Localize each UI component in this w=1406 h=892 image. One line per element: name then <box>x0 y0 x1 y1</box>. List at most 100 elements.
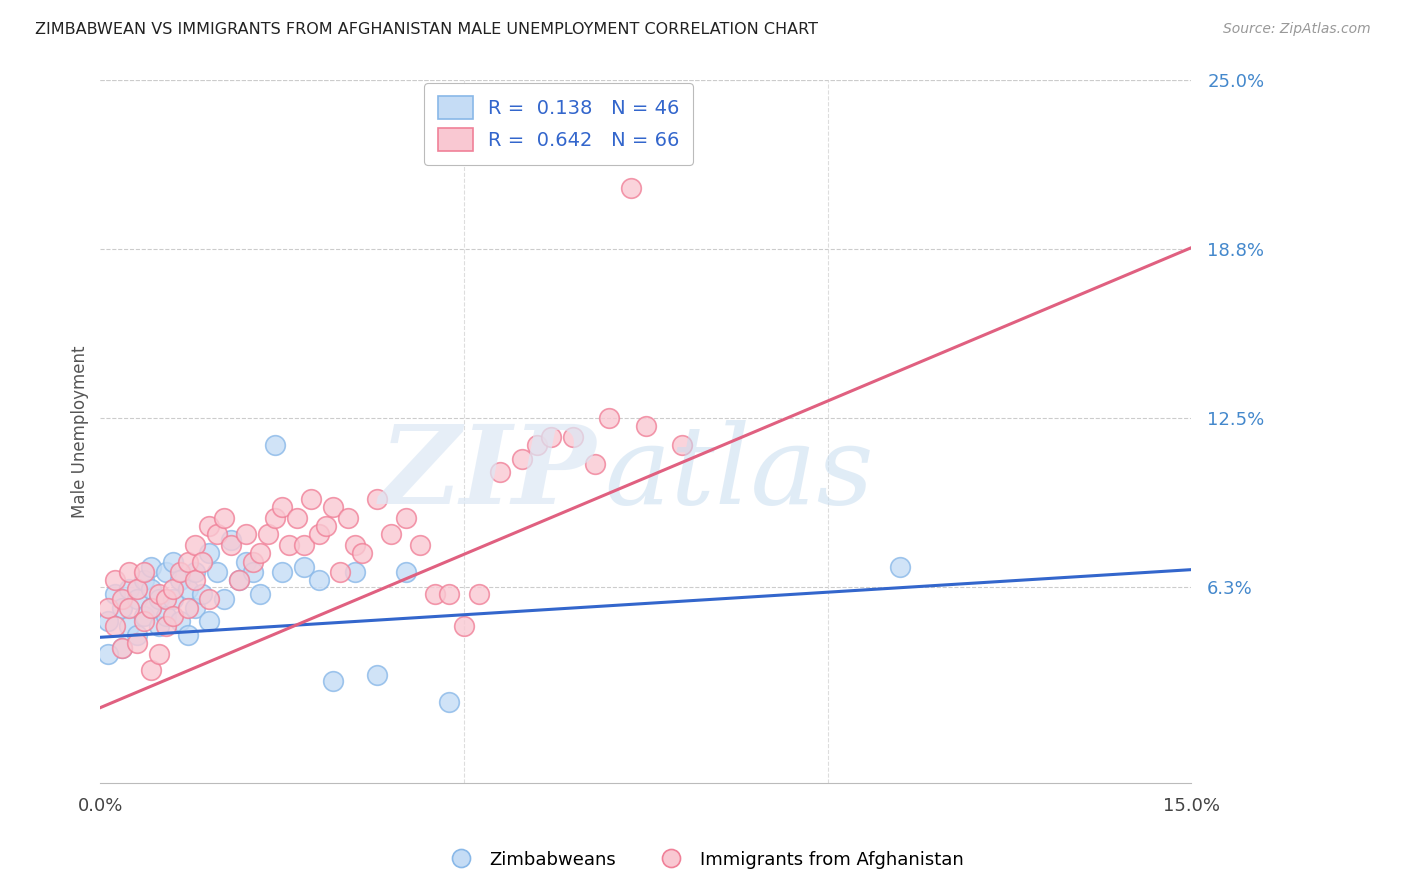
Point <box>510 451 533 466</box>
Point <box>198 519 221 533</box>
Point <box>184 566 207 580</box>
Point <box>308 527 330 541</box>
Point <box>191 587 214 601</box>
Point <box>169 574 191 588</box>
Legend: Zimbabweans, Immigrants from Afghanistan: Zimbabweans, Immigrants from Afghanistan <box>436 844 970 876</box>
Point <box>453 619 475 633</box>
Point <box>97 647 120 661</box>
Point <box>155 592 177 607</box>
Point <box>212 511 235 525</box>
Point <box>97 600 120 615</box>
Point <box>184 538 207 552</box>
Point <box>118 619 141 633</box>
Point <box>132 574 155 588</box>
Point <box>343 538 366 552</box>
Point <box>219 533 242 547</box>
Point <box>598 411 620 425</box>
Point <box>148 647 170 661</box>
Point <box>118 566 141 580</box>
Point <box>132 614 155 628</box>
Point <box>439 587 461 601</box>
Point <box>329 566 352 580</box>
Point <box>169 614 191 628</box>
Point <box>118 582 141 596</box>
Point <box>352 546 374 560</box>
Point <box>395 566 418 580</box>
Point <box>242 566 264 580</box>
Point <box>205 527 228 541</box>
Point <box>395 511 418 525</box>
Point <box>104 574 127 588</box>
Point <box>256 527 278 541</box>
Y-axis label: Male Unemployment: Male Unemployment <box>72 345 89 518</box>
Point <box>271 500 294 515</box>
Point <box>489 465 512 479</box>
Point <box>104 587 127 601</box>
Point <box>169 566 191 580</box>
Legend: R =  0.138   N = 46, R =  0.642   N = 66: R = 0.138 N = 46, R = 0.642 N = 66 <box>425 83 693 164</box>
Point <box>620 181 643 195</box>
Point <box>228 574 250 588</box>
Point <box>141 560 163 574</box>
Point <box>148 619 170 633</box>
Point <box>264 511 287 525</box>
Point <box>111 641 134 656</box>
Point <box>671 438 693 452</box>
Point <box>380 527 402 541</box>
Point <box>526 438 548 452</box>
Point <box>343 566 366 580</box>
Point <box>176 600 198 615</box>
Text: ZIP: ZIP <box>380 420 596 528</box>
Point <box>111 592 134 607</box>
Point <box>184 600 207 615</box>
Point <box>583 457 606 471</box>
Point <box>889 560 911 574</box>
Point <box>132 566 155 580</box>
Point <box>176 555 198 569</box>
Point <box>198 592 221 607</box>
Point <box>315 519 337 533</box>
Point <box>219 538 242 552</box>
Point <box>235 555 257 569</box>
Point <box>125 627 148 641</box>
Point <box>148 587 170 601</box>
Point <box>562 430 585 444</box>
Point <box>141 582 163 596</box>
Point <box>148 592 170 607</box>
Point <box>125 582 148 596</box>
Point <box>322 673 344 688</box>
Point <box>104 619 127 633</box>
Point <box>308 574 330 588</box>
Point <box>322 500 344 515</box>
Point <box>155 608 177 623</box>
Point <box>634 419 657 434</box>
Point <box>292 560 315 574</box>
Point <box>242 555 264 569</box>
Point <box>249 546 271 560</box>
Point <box>118 600 141 615</box>
Point <box>285 511 308 525</box>
Point <box>439 695 461 709</box>
Point <box>125 636 148 650</box>
Point <box>271 566 294 580</box>
Point <box>162 608 184 623</box>
Point <box>198 546 221 560</box>
Point <box>141 663 163 677</box>
Point <box>423 587 446 601</box>
Point <box>366 668 388 682</box>
Text: Source: ZipAtlas.com: Source: ZipAtlas.com <box>1223 22 1371 37</box>
Point <box>299 492 322 507</box>
Point <box>540 430 562 444</box>
Point <box>155 566 177 580</box>
Point <box>162 555 184 569</box>
Point <box>141 600 163 615</box>
Point <box>184 574 207 588</box>
Point <box>176 582 198 596</box>
Point <box>132 608 155 623</box>
Text: atlas: atlas <box>605 420 875 528</box>
Point <box>162 592 184 607</box>
Point <box>292 538 315 552</box>
Point <box>249 587 271 601</box>
Point <box>212 592 235 607</box>
Point <box>97 614 120 628</box>
